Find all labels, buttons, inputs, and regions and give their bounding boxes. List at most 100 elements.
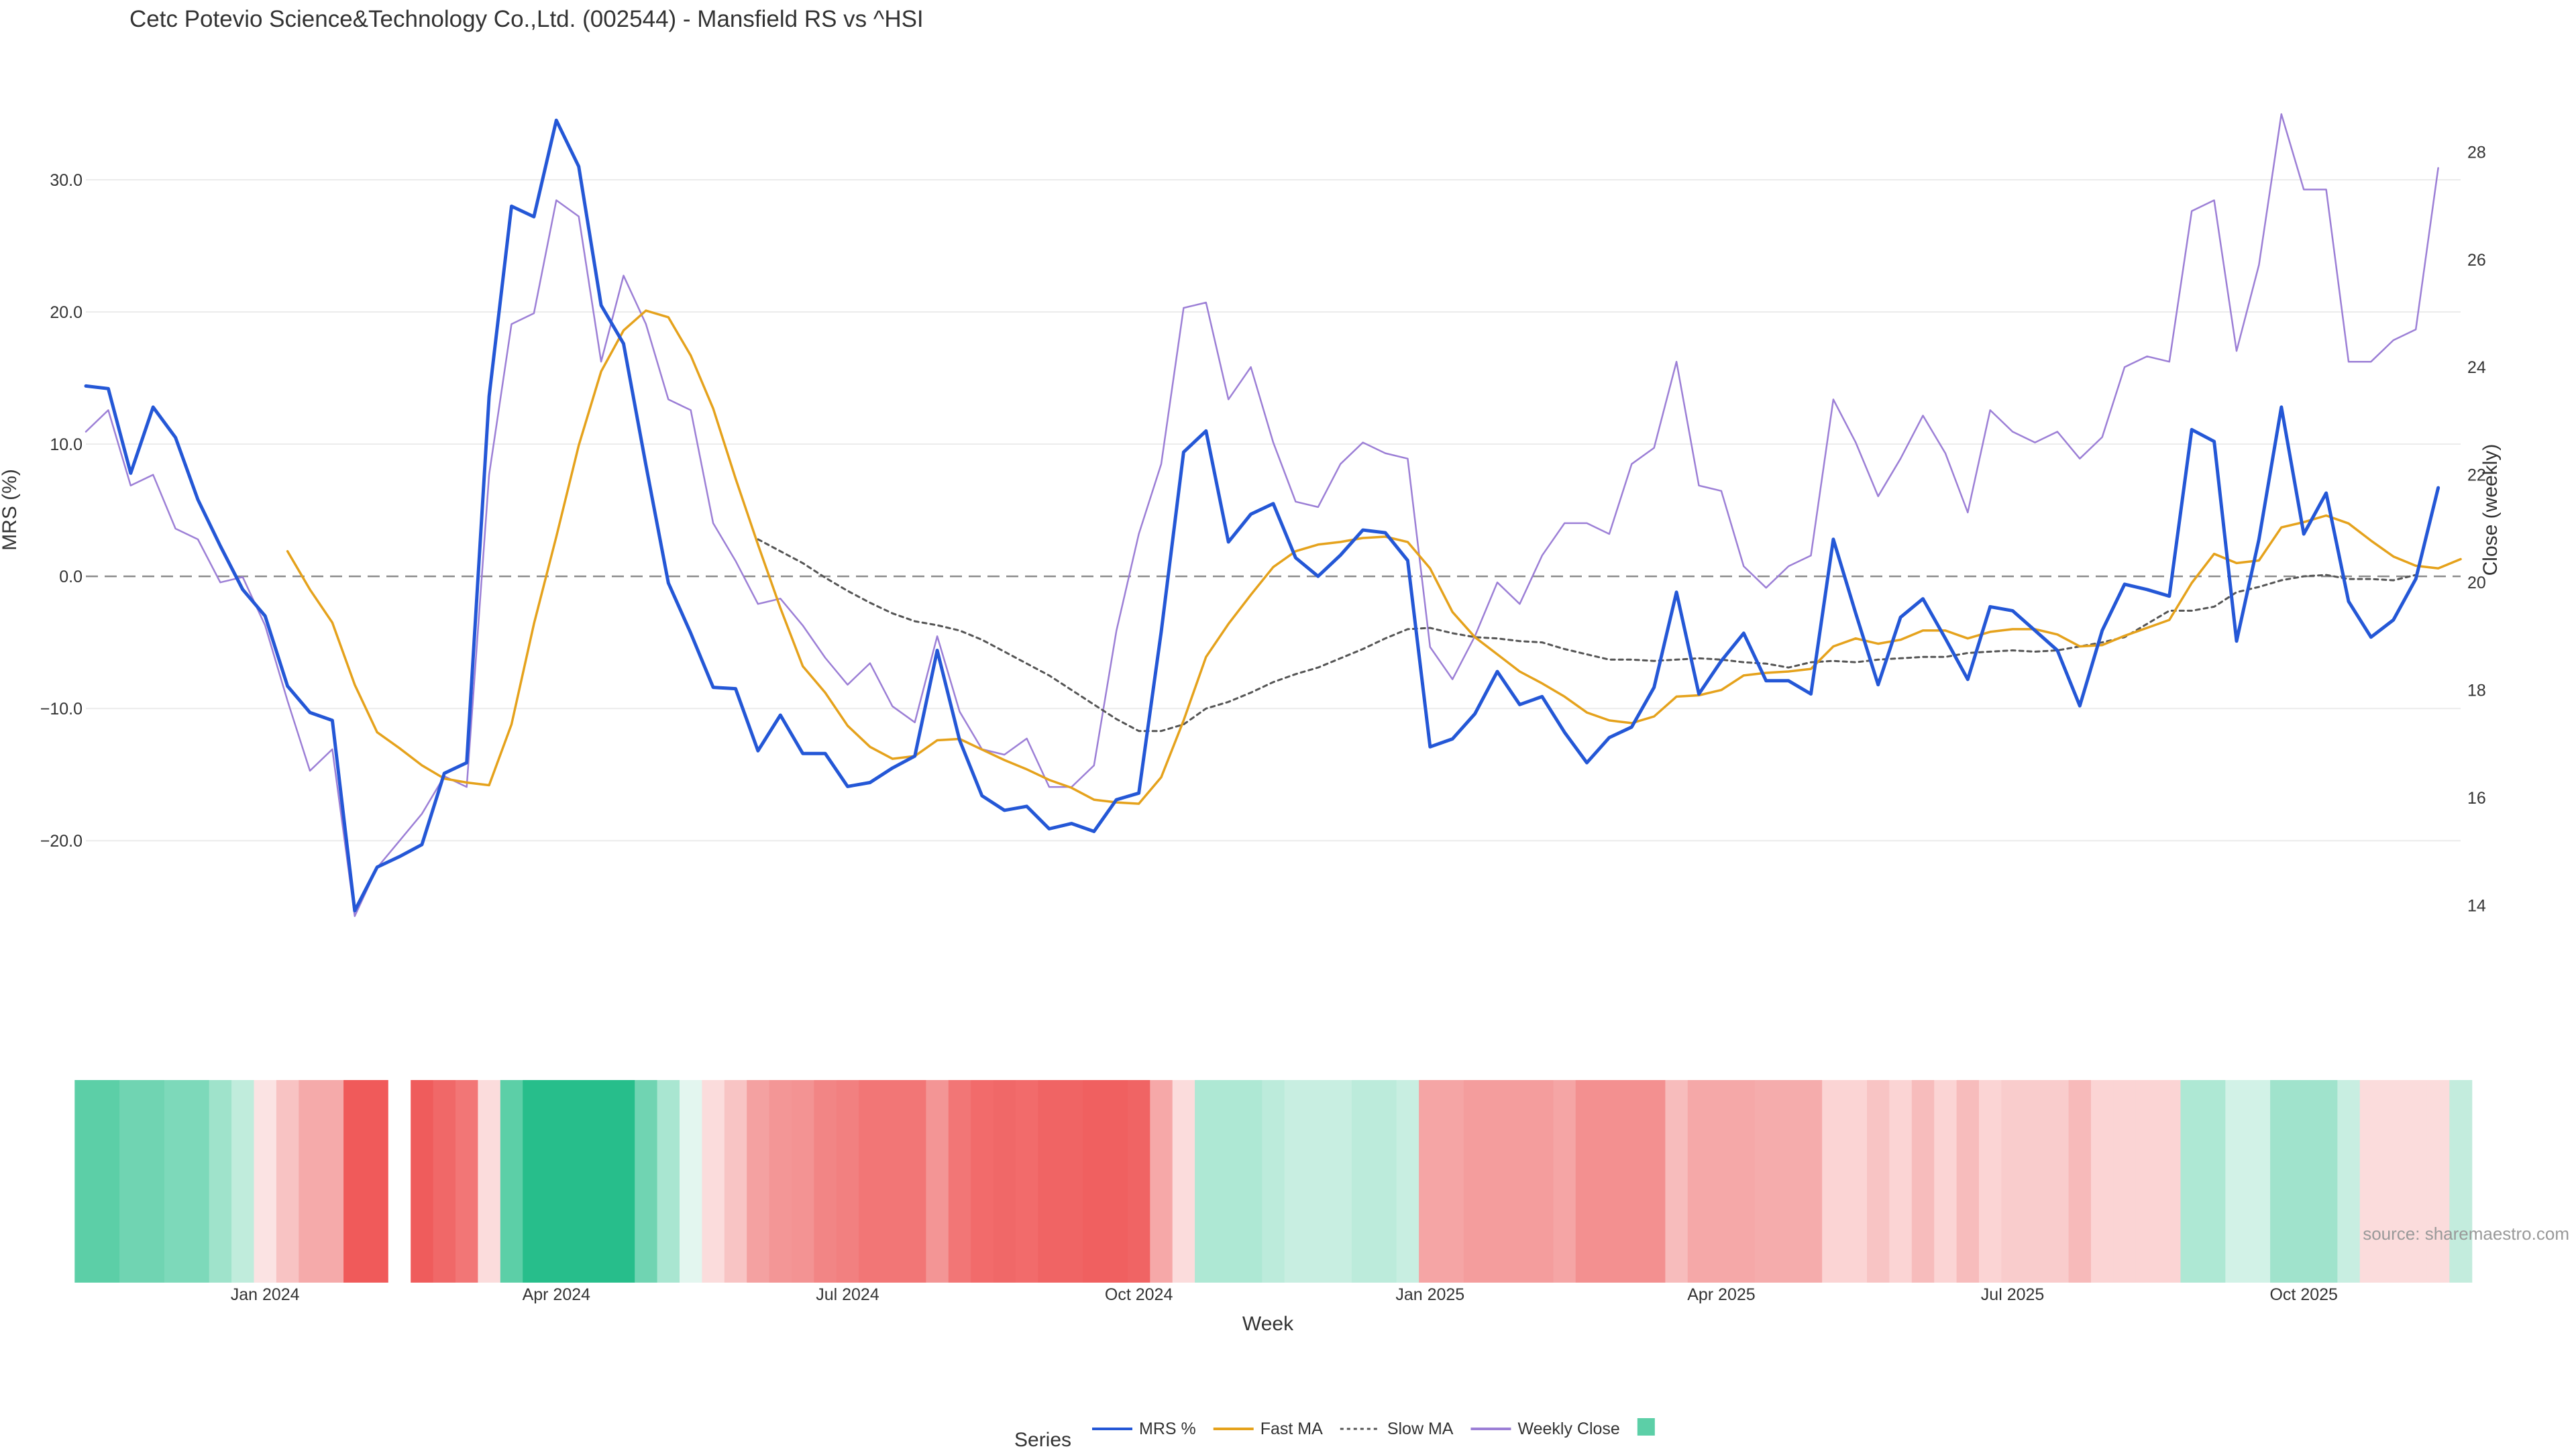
strip-cell [590, 1080, 613, 1283]
series-mrs-line [84, 118, 2440, 913]
left-tick-label: 0.0 [59, 568, 83, 586]
strip-cell [1799, 1080, 1823, 1283]
strip-cell [1732, 1080, 1756, 1283]
strip-cell [1956, 1080, 1980, 1283]
strip-cell [792, 1080, 814, 1283]
strip-cell [971, 1080, 994, 1283]
strip-cell [859, 1080, 882, 1283]
strip-cell [2292, 1080, 2316, 1283]
strip-cell [680, 1080, 702, 1283]
strip-cell [635, 1080, 658, 1283]
legend-label: Slow MA [1387, 1419, 1454, 1438]
strip-cell [1486, 1080, 1509, 1283]
strip-cell [1239, 1080, 1263, 1283]
strip-cell [500, 1080, 523, 1283]
strip-cell [1038, 1080, 1061, 1283]
chart-title: Cetc Potevio Science&Technology Co.,Ltd.… [129, 6, 924, 32]
strip-cell [1060, 1080, 1083, 1283]
strip-cell [2337, 1080, 2361, 1283]
right-axis-label: Close (weekly) [2479, 444, 2502, 576]
strip-cell [1083, 1080, 1106, 1283]
strip-cell [276, 1080, 299, 1283]
series-slow-line [757, 538, 2417, 733]
strip-cell [1307, 1080, 1330, 1283]
x-axis-ticks: Jan 2024 Apr 2024 Jul 2024 Oct 2024 Jan 2025… [231, 1285, 2338, 1304]
strip-cell [1643, 1080, 1666, 1283]
right-tick-label: 16 [2467, 789, 2486, 808]
strip-cell [478, 1080, 501, 1283]
strip-cell [366, 1080, 389, 1283]
strip-cell [2023, 1080, 2047, 1283]
strip-cell [1575, 1080, 1599, 1283]
strip-cell [1015, 1080, 1038, 1283]
strip-cell [836, 1080, 859, 1283]
right-tick-label: 24 [2467, 358, 2486, 377]
strip-cell [1127, 1080, 1150, 1283]
strip-cell [411, 1080, 434, 1283]
strip-cell [1979, 1080, 2002, 1283]
strip-cell [1217, 1080, 1240, 1283]
x-tick-label: Jan 2024 [231, 1285, 300, 1304]
strip-cell [1531, 1080, 1554, 1283]
x-tick-label: Oct 2025 [2269, 1285, 2337, 1304]
strip-cell [433, 1080, 456, 1283]
legend-label: MRS % [1139, 1419, 1196, 1438]
strip-cell [1150, 1080, 1173, 1283]
strip-cell [2046, 1080, 2070, 1283]
strip-cell [2202, 1080, 2226, 1283]
strip-cell [769, 1080, 792, 1283]
legend-label: Fast MA [1260, 1419, 1323, 1438]
x-axis-label: Week [1242, 1313, 1294, 1335]
left-tick-label: 20.0 [50, 303, 83, 322]
strip-cell [1665, 1080, 1688, 1283]
x-tick-label: Jul 2025 [1981, 1285, 2045, 1304]
strip-cell [97, 1080, 120, 1283]
strip-cell [1710, 1080, 1733, 1283]
left-tick-label: 30.0 [50, 171, 83, 190]
strip-cell [1419, 1080, 1442, 1283]
strip-cell [702, 1080, 725, 1283]
strip-cell [612, 1080, 635, 1283]
strip-cell [1441, 1080, 1464, 1283]
strip-cell [1822, 1080, 1845, 1283]
strip-cell [388, 1080, 411, 1283]
strip-cell [254, 1080, 277, 1283]
legend: Series MRS % Fast MA Slow MA Weekly Close [1014, 1418, 1655, 1449]
legend-title: Series [1014, 1429, 1071, 1449]
strip-cell [545, 1080, 568, 1283]
legend-label: Weekly Close [1517, 1419, 1619, 1438]
strip-cell [2158, 1080, 2182, 1283]
strip-cell [1934, 1080, 1957, 1283]
right-axis-ticks: 28 26 24 22 20 18 16 14 [2467, 143, 2486, 915]
strip-cell [948, 1080, 971, 1283]
left-axis-ticks: 30.0 20.0 10.0 0.0 −10.0 −20.0 [40, 171, 83, 851]
left-tick-label: −20.0 [40, 832, 83, 851]
legend-swatch [1637, 1418, 1655, 1436]
strip-cell [2314, 1080, 2338, 1283]
gridlines [86, 178, 2461, 842]
strip-cell [231, 1080, 255, 1283]
strip-cell [657, 1080, 680, 1283]
strip-cell [2359, 1080, 2383, 1283]
strip-cell [299, 1080, 322, 1283]
strip-cell [1351, 1080, 1375, 1283]
strip-cell [2247, 1080, 2271, 1283]
strip-cell [2225, 1080, 2249, 1283]
strip-cell [2426, 1080, 2450, 1283]
strip-cell [1844, 1080, 1868, 1283]
strip-cell [209, 1080, 232, 1283]
strip-cell [926, 1080, 949, 1283]
series-fast-line [286, 309, 2462, 805]
right-tick-label: 28 [2467, 143, 2486, 162]
strip-cell [1687, 1080, 1711, 1283]
strip-cell [2180, 1080, 2204, 1283]
right-tick-label: 14 [2467, 897, 2486, 916]
strip-cell [1172, 1080, 1195, 1283]
strip-cell [2068, 1080, 2092, 1283]
strip-cell [2270, 1080, 2294, 1283]
x-tick-label: Jul 2024 [816, 1285, 879, 1304]
strip-cell [814, 1080, 837, 1283]
strip-cell [1889, 1080, 1913, 1283]
strip-cell [993, 1080, 1016, 1283]
